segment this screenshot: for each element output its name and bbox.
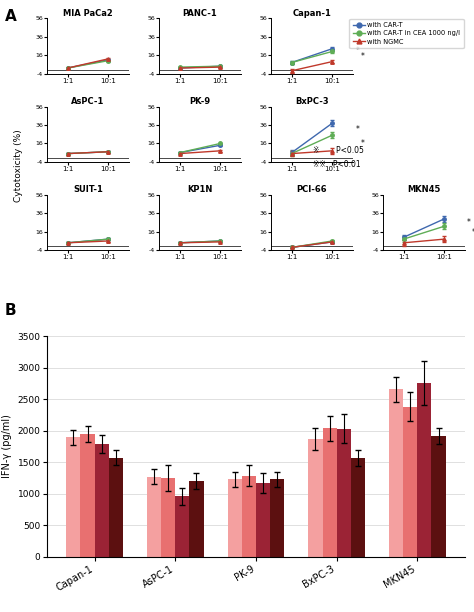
Title: PANC-1: PANC-1 <box>182 9 218 18</box>
Bar <box>403 407 417 557</box>
Text: ※       P<0.05: ※ P<0.05 <box>313 146 364 155</box>
Text: A: A <box>5 9 17 24</box>
Text: *: * <box>467 218 471 227</box>
Y-axis label: IFN-γ (pg/ml): IFN-γ (pg/ml) <box>2 414 12 479</box>
Bar <box>389 389 403 557</box>
Title: BxPC-3: BxPC-3 <box>295 97 329 106</box>
Legend: with CAR-T, with CAR-T in CEA 1000 ng/l, with NGMC: with CAR-T, with CAR-T in CEA 1000 ng/l,… <box>349 18 464 48</box>
Text: *: * <box>356 46 360 54</box>
Bar <box>309 439 322 557</box>
Text: ※※   P<0.01: ※※ P<0.01 <box>313 160 360 170</box>
Bar <box>228 479 242 557</box>
Bar <box>190 481 203 557</box>
Legend: CEA  0 ng/ml, CEA  10 ng/ml, CEA  100 ng/ml, CEA  1000 ng/ml: CEA 0 ng/ml, CEA 10 ng/ml, CEA 100 ng/ml… <box>473 329 474 382</box>
Title: SUIT-1: SUIT-1 <box>73 185 103 194</box>
Bar <box>431 436 446 557</box>
Bar <box>95 444 109 557</box>
Text: *: * <box>361 52 365 61</box>
Title: PK-9: PK-9 <box>190 97 210 106</box>
Text: Cytotoxicity (%): Cytotoxicity (%) <box>14 129 22 201</box>
Title: Capan-1: Capan-1 <box>292 9 331 18</box>
Title: MKN45: MKN45 <box>407 185 441 194</box>
Bar <box>417 383 431 557</box>
Bar <box>175 496 190 557</box>
Title: KP1N: KP1N <box>187 185 213 194</box>
Text: *: * <box>356 125 360 133</box>
Bar <box>147 477 161 557</box>
Bar <box>109 458 123 557</box>
Text: *: * <box>361 138 365 147</box>
Bar <box>351 458 365 557</box>
Text: B: B <box>5 303 17 318</box>
Title: AsPC-1: AsPC-1 <box>71 97 105 106</box>
Bar <box>161 478 175 557</box>
Title: PCI-66: PCI-66 <box>297 185 327 194</box>
Bar <box>256 483 270 557</box>
Bar <box>270 479 284 557</box>
Bar <box>337 429 351 557</box>
Bar <box>322 428 337 557</box>
Title: MIA PaCa2: MIA PaCa2 <box>63 9 113 18</box>
Bar <box>66 437 81 557</box>
Text: *: * <box>472 228 474 237</box>
Bar <box>81 434 95 557</box>
Bar <box>242 476 256 557</box>
